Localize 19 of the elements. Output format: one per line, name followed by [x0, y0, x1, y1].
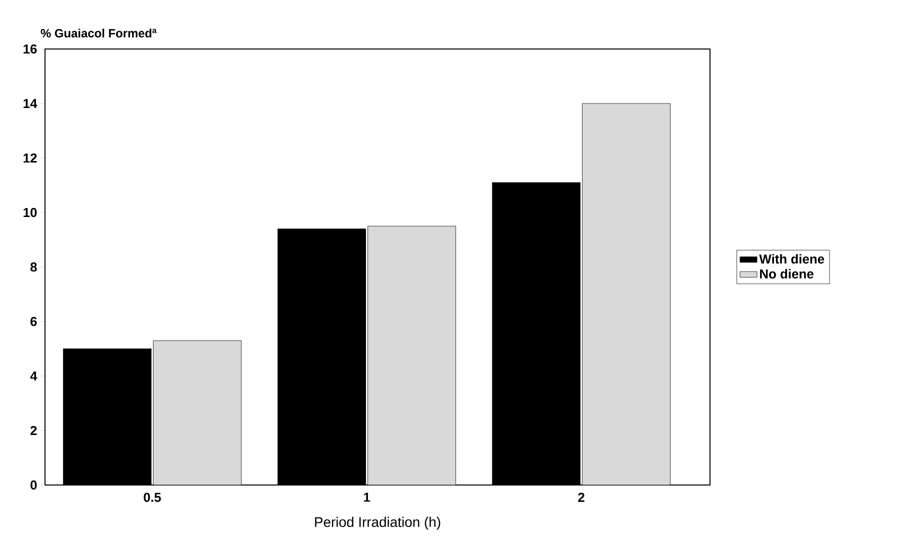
bar: [368, 226, 456, 485]
y-axis-title: % Guaiacol Formed$^{a}$: [40, 28, 157, 38]
legend-label: No diene: [760, 268, 814, 278]
bar: [582, 103, 670, 485]
y-tick-label: 16: [24, 44, 37, 54]
y-tick-label: 8: [30, 262, 37, 272]
y-tick-label: 0: [30, 480, 37, 490]
x-tick-label: 0.5: [144, 492, 161, 502]
y-tick-label: 6: [30, 316, 37, 326]
x-tick-label: 2: [578, 492, 584, 502]
y-tick-label: 4: [30, 372, 38, 380]
x-tick-label: 1: [364, 492, 370, 502]
y-tick-label: 10: [24, 208, 37, 218]
x-axis-title: Period Irradiation (h): [315, 516, 440, 530]
y-tick-label: 14: [24, 99, 38, 108]
y-tick-label: 12: [24, 153, 37, 163]
legend-label: With diene: [759, 254, 824, 264]
bar: [153, 340, 242, 485]
y-tick-label: 2: [30, 426, 37, 436]
